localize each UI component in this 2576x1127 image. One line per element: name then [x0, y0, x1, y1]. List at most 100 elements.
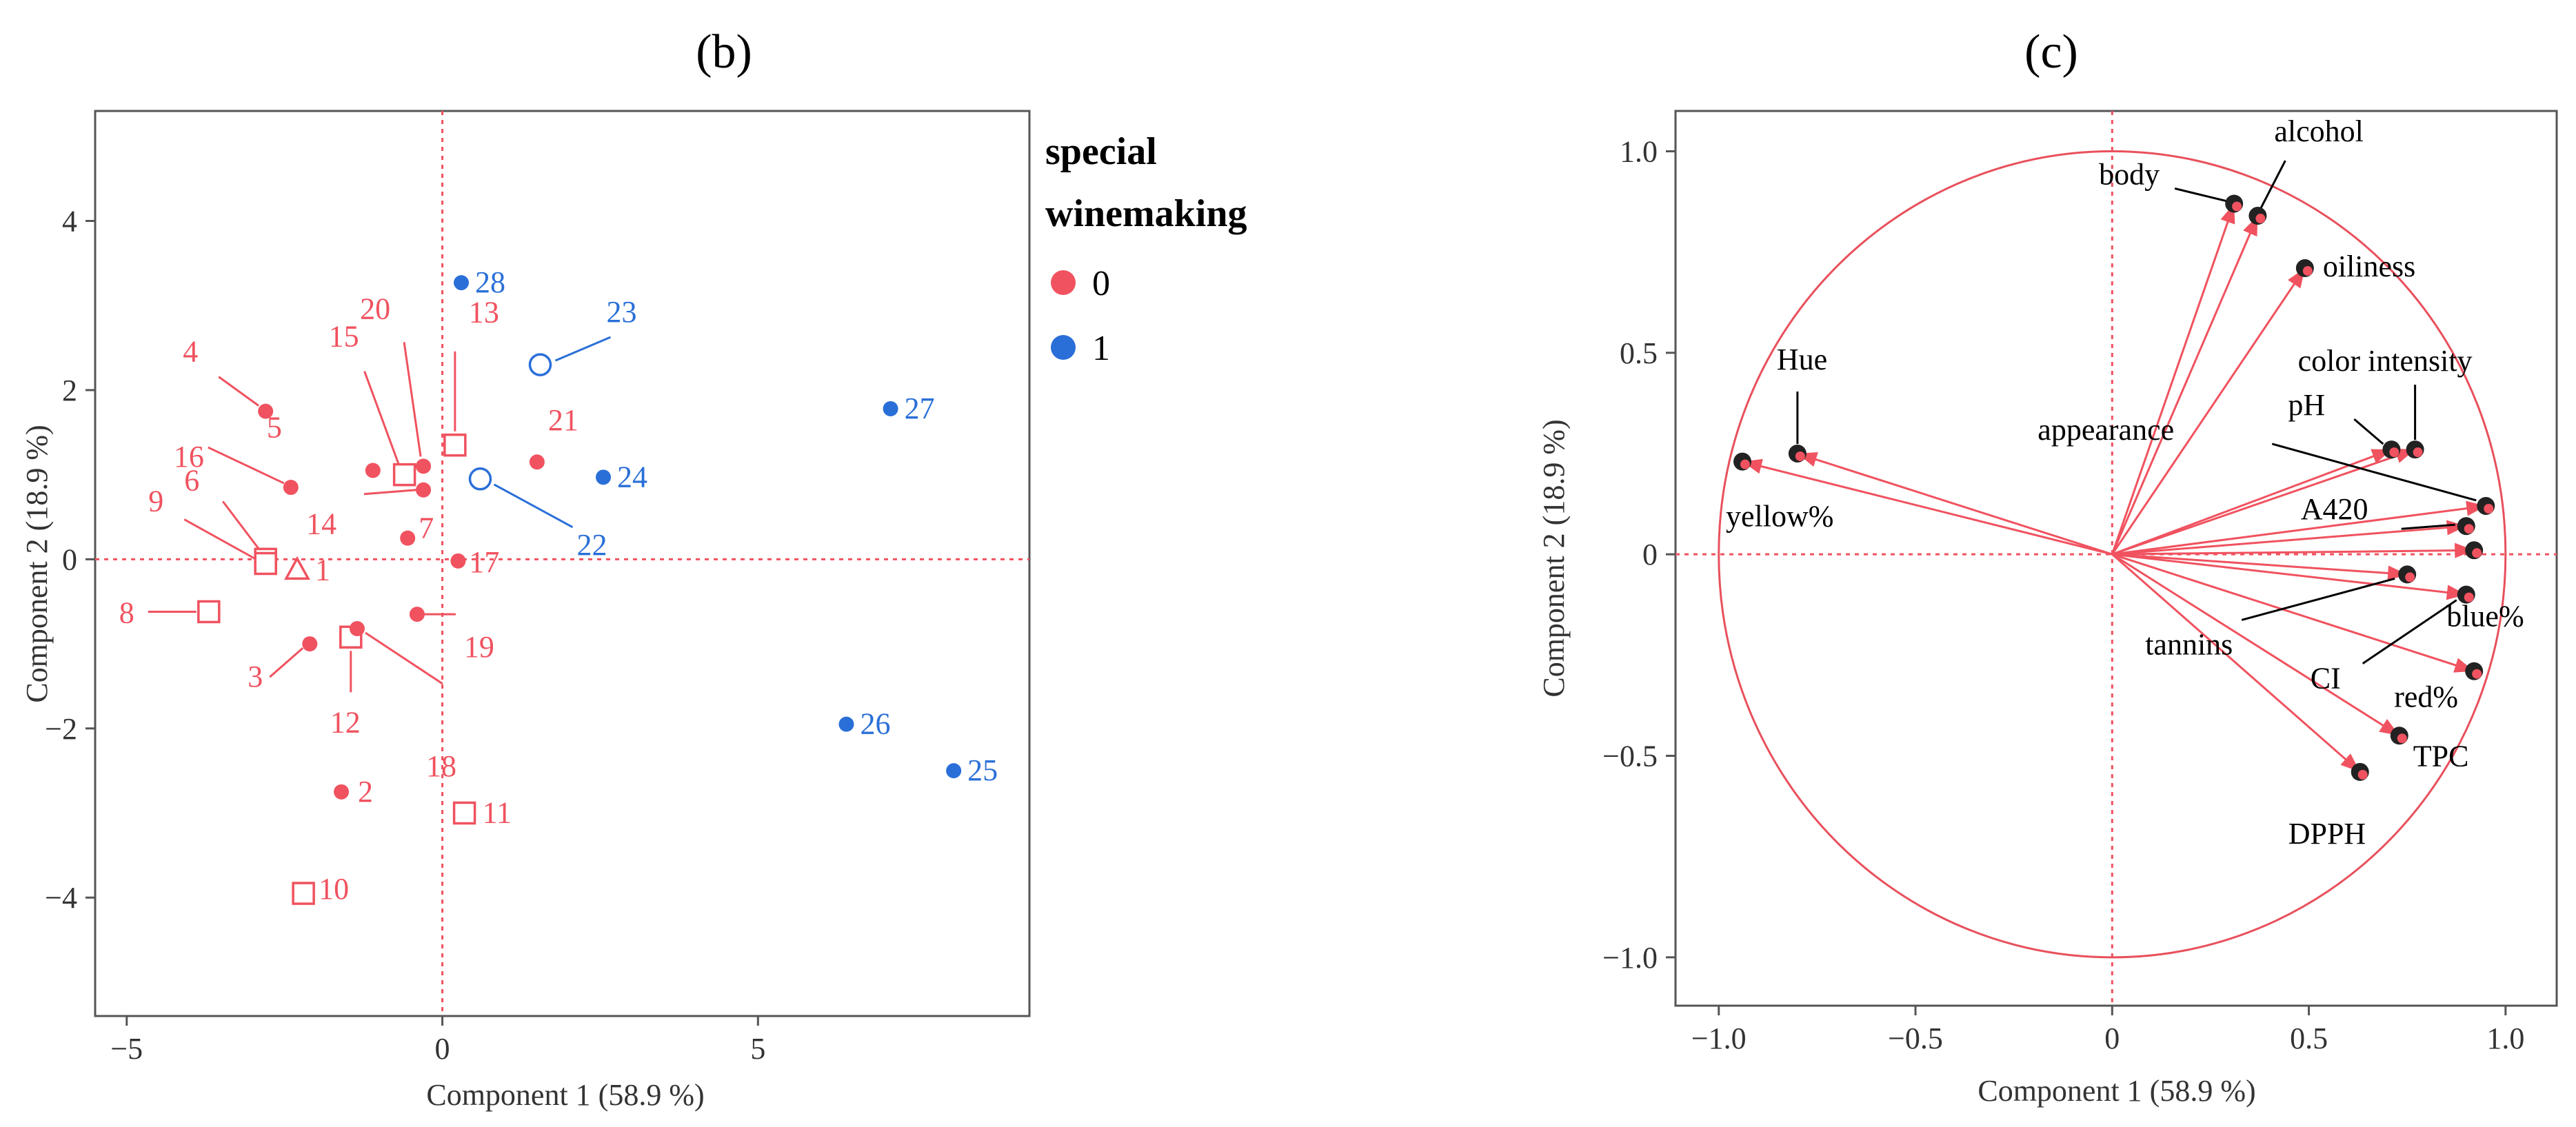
point-label: 19	[464, 630, 494, 664]
loading-arrow	[2111, 203, 2235, 555]
point-label: 15	[329, 320, 359, 354]
point-leader-line	[365, 631, 443, 685]
point-leader-line	[363, 489, 417, 496]
panel-c-x-tick-label: −0.5	[1888, 1022, 1943, 1055]
loading-arrow	[1742, 460, 2113, 556]
point-label: 16	[174, 440, 204, 474]
loading-point-highlight	[2405, 572, 2415, 582]
loading-arrowhead	[2466, 500, 2486, 516]
data-point-triangle	[284, 556, 310, 580]
loading-label: pH	[2288, 388, 2325, 422]
loading-point-highlight	[2484, 503, 2494, 514]
data-point-square	[292, 882, 315, 905]
data-point	[409, 607, 425, 622]
point-label: 10	[319, 872, 349, 906]
data-point-open-circle	[528, 353, 552, 376]
loading-arrow	[2111, 448, 2416, 556]
data-point	[946, 763, 962, 779]
legend-entry-0: 0	[1092, 264, 1110, 303]
point-label: 27	[905, 392, 935, 425]
panel-b-y-tick-label: 2	[62, 374, 77, 407]
data-point	[416, 482, 432, 498]
data-point	[365, 463, 381, 478]
loading-label: blue%	[2446, 599, 2524, 633]
data-point	[302, 636, 318, 652]
loading-label: oiliness	[2323, 250, 2415, 283]
loading-arrow	[2111, 553, 2475, 673]
data-point	[883, 400, 898, 416]
data-point	[349, 620, 365, 636]
loading-arrow	[2111, 215, 2259, 555]
point-label: 6	[184, 463, 199, 497]
data-point	[454, 275, 470, 291]
panel-c-x-axis-title: Component 1 (58.9 %)	[1978, 1074, 2255, 1108]
panel-c-y-tick-label: −0.5	[1602, 739, 1658, 773]
loading-point-highlight	[2389, 447, 2399, 458]
legend-entry-1: 1	[1092, 329, 1110, 368]
loading-point-highlight	[1740, 459, 1750, 469]
panel-b-y-tick-label: 4	[62, 205, 77, 238]
loading-arrow	[2111, 553, 2400, 737]
legend-title-line1: special	[1045, 130, 1157, 173]
data-point-square	[452, 801, 476, 825]
point-label: 11	[483, 795, 512, 829]
point-leader-line	[493, 483, 574, 529]
point-label: 5	[267, 411, 282, 445]
loading-leader-line	[2174, 187, 2226, 202]
data-point	[450, 553, 466, 569]
loading-arrow	[2111, 554, 2361, 773]
panel-b-x-axis-title: Component 1 (58.9 %)	[426, 1078, 704, 1112]
point-leader-line	[403, 342, 422, 457]
point-label: 20	[360, 292, 390, 325]
loading-label: alcohol	[2274, 114, 2364, 148]
panel-b-title: (b)	[696, 26, 752, 79]
data-point	[334, 784, 350, 800]
loading-arrowhead	[2446, 585, 2466, 600]
loading-point-highlight	[2232, 201, 2242, 212]
loading-point-highlight	[2464, 592, 2474, 602]
loading-arrow	[2112, 525, 2466, 556]
point-label: 25	[967, 753, 998, 787]
point-label: 3	[248, 660, 263, 693]
legend-swatch-0	[1051, 270, 1076, 295]
data-point-open-circle	[468, 467, 492, 491]
panel-c-y-tick-label: −1.0	[1602, 941, 1658, 975]
loading-label: color intensity	[2298, 344, 2473, 378]
loading-arrow	[2111, 267, 2306, 555]
point-label: 7	[419, 511, 434, 545]
loading-point-highlight	[2397, 733, 2407, 744]
loading-point-highlight	[2255, 214, 2266, 224]
panel-b-y-axis-title: Component 2 (18.9 %)	[20, 425, 54, 702]
loading-label: Hue	[1777, 343, 1827, 376]
panel-c-y-tick-label: 0	[1642, 538, 1658, 571]
loading-arrow	[1797, 452, 2113, 556]
correlation-circle	[1718, 150, 2507, 959]
loading-leader-line	[2353, 418, 2384, 445]
data-point	[529, 454, 545, 470]
data-point	[258, 403, 274, 419]
loading-arrow	[2112, 553, 2466, 596]
panel-c-loading-plot: (c) −1.0 −0.5 0 0.5 1.0 1.0 0.5 0 −0.5 −1.0 alcoh…	[1537, 26, 2558, 1108]
data-point-square	[197, 600, 221, 624]
loading-label: A420	[2301, 492, 2368, 526]
loading-arrow	[2112, 549, 2475, 556]
panel-b-frame	[94, 110, 1031, 1017]
point-leader-line	[208, 446, 285, 485]
point-label: 13	[469, 296, 499, 329]
loading-label: TPC	[2413, 739, 2469, 773]
data-point-square	[254, 551, 277, 576]
loading-arrow	[2112, 553, 2408, 576]
legend-title-line2: winemaking	[1045, 192, 1247, 235]
loading-point-highlight	[2302, 266, 2313, 276]
loading-point-highlight	[2357, 769, 2368, 780]
point-label: 17	[469, 545, 499, 579]
panel-c-frame	[1674, 110, 2558, 1007]
point-label: 18	[426, 749, 456, 783]
loading-label: body	[2099, 157, 2160, 191]
legend: special winemaking 0 1	[1045, 130, 1247, 368]
panel-b-x-tick-label: 0	[435, 1032, 450, 1066]
loading-leader-line	[2362, 599, 2457, 664]
data-point	[400, 530, 416, 546]
